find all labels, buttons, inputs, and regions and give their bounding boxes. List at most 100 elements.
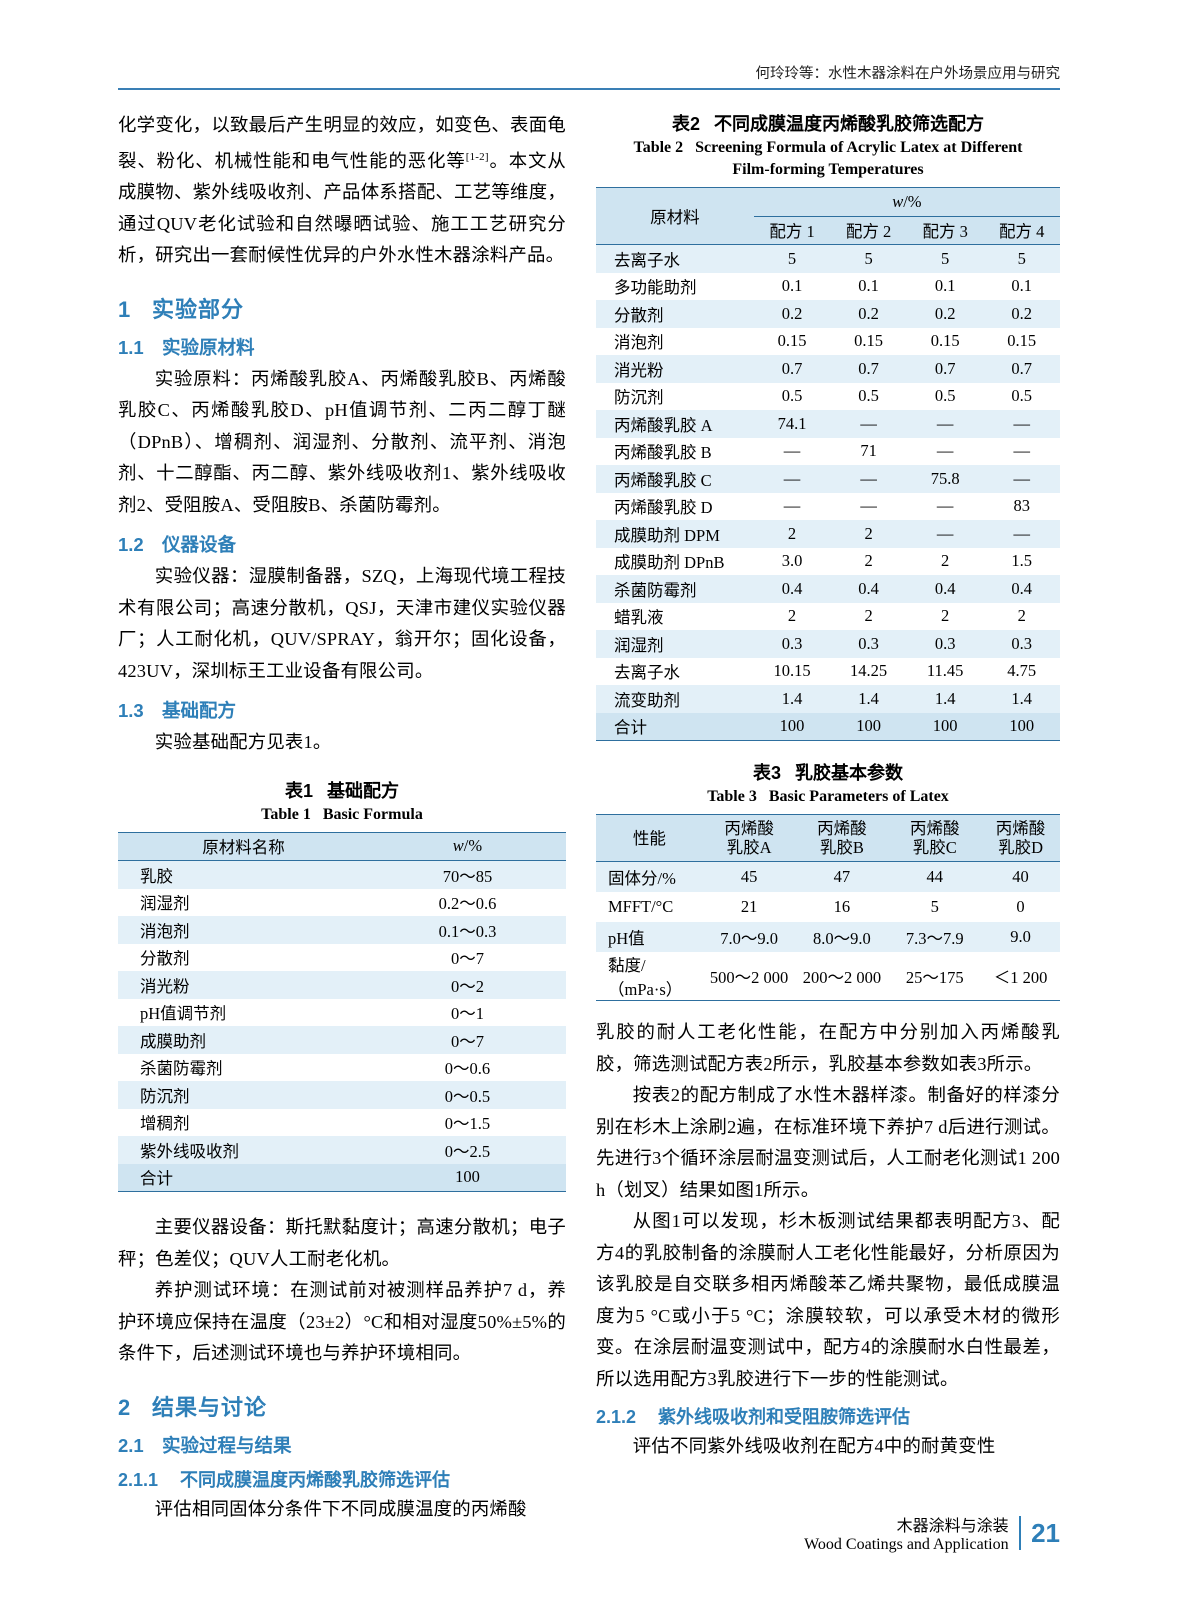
heading-1-3-number: 1.3: [118, 700, 144, 722]
table1-cell-material: 润湿剂: [118, 888, 369, 917]
table1-cell-material: 乳胶: [118, 860, 369, 889]
table2-cell-value: 1.4: [983, 685, 1060, 713]
table-latex-parameters: 性能 丙烯酸 乳胶A 丙烯酸 乳胶B 丙烯酸 乳胶C 丙烯酸 乳胶D 固体分/% 45 47…: [596, 814, 1060, 1001]
table2-cell-value: 0.15: [753, 327, 831, 355]
table2-col-material: 原材料: [596, 187, 754, 245]
heading-1-1-title: 实验原材料: [162, 336, 255, 358]
table2-cell-value: 10.15: [753, 657, 831, 685]
table2-cell-value: 100: [906, 712, 984, 741]
table2-cell-value: —: [906, 437, 984, 465]
table-row: 乳胶 70～85: [118, 860, 566, 889]
table2-cell-value: 0.2: [753, 300, 831, 328]
table2-cell-value: 2: [830, 602, 907, 630]
table2-cell-material: 流变助剂: [596, 685, 754, 713]
table2-cell-value: 0.2: [906, 300, 984, 328]
paragraph-instruments: 实验仪器：湿膜制备器，SZQ，上海现代境工程技术有限公司；高速分散机，QSJ，天…: [118, 566, 566, 681]
table2-cell-value: 0.1: [906, 272, 984, 300]
table2-cell-value: 100: [753, 712, 831, 741]
table2-cell-value: 0.7: [983, 355, 1060, 383]
table2-cell-material: 丙烯酸乳胶 D: [596, 492, 754, 520]
table1-cell-value: 0.1～0.3: [368, 916, 566, 944]
table2-cell-value: 0.4: [983, 575, 1060, 603]
table2-cell-value: 0.7: [753, 355, 831, 383]
table2-cell-value: 11.45: [906, 657, 984, 685]
table2-cell-value: 5: [753, 244, 831, 273]
table2-cell-value: —: [983, 520, 1060, 548]
table-row: 防沉剂 0.5 0.5 0.5 0.5: [596, 382, 1060, 410]
heading-1-3-title: 基础配方: [162, 700, 237, 722]
heading-1-2: 1.2 仪器设备: [118, 531, 566, 557]
table2-cell-value: 100: [830, 712, 907, 741]
table3-cell-value: 25～175: [888, 952, 982, 1001]
table3-cell-value: 500～2 000: [702, 952, 796, 1001]
table2-col-formula-2: 配方 2: [830, 216, 907, 245]
table3-cell-value: 47: [795, 861, 889, 892]
paragraph-curing-env: 养护测试环境：在测试前对被测样品养护7 d，养护环境应保持在温度（23±2）°C…: [118, 1280, 566, 1364]
table2-cell-value: 4.75: [983, 657, 1060, 685]
table-row: 成膜助剂 0～7: [118, 1026, 566, 1054]
table2-cell-value: 0.4: [753, 575, 831, 603]
table2-cell-value: 5: [983, 244, 1060, 273]
table-row: 成膜助剂 DPM 2 2— —: [596, 520, 1060, 548]
table2-cell-value: 2: [753, 520, 831, 548]
table2-cell-material: 消光粉: [596, 355, 754, 383]
table1-cell-material: 分散剂: [118, 943, 369, 972]
table-row: 固体分/% 45 47 44 40: [596, 861, 1060, 892]
heading-2-1-title: 实验过程与结果: [162, 1434, 292, 1456]
paragraph-r4: 评估不同紫外线吸收剂在配方4中的耐黄变性: [632, 1436, 996, 1456]
table3-col-latex-d: 丙烯酸 乳胶D: [981, 814, 1060, 862]
paragraph-basic-formula: 实验基础配方见表1。: [154, 732, 332, 753]
table2-cell-value: 0.15: [906, 327, 984, 355]
table2-group-w: w/%: [753, 187, 1060, 217]
table2-cell-material: 杀菌防霉剂: [596, 575, 754, 603]
table2-cell-value: —: [983, 465, 1060, 493]
table2-cell-value: 0.2: [830, 300, 907, 328]
table-basic-formula: 原材料名称 w/% 乳胶 70～85 润湿剂 0.2～0.6 消泡剂 0.1～0.3 分散剂…: [118, 831, 566, 1193]
paragraph-r2: 按表2的配方制成了水性木器样漆。制备好的样漆分别在杉木上涂刷2遍，在标准环境下养…: [596, 1085, 1060, 1200]
heading-2-1-1-number: 2.1.1: [118, 1469, 159, 1490]
table1-caption-en-no: Table 1: [261, 805, 311, 823]
table1-cell-value: 0.2～0.6: [368, 888, 566, 917]
paragraph-intro: 化学变化，以致最后产生明显的效应，如变色、表面龟裂、粉化、机械性能和电气性能的恶…: [118, 115, 566, 266]
table1-caption-cn: 表1 基础配方: [118, 777, 566, 803]
table1-cell-material: 消泡剂: [118, 916, 369, 944]
table2-cell-material: 多功能助剂: [596, 272, 754, 300]
table2-cell-value: —: [906, 520, 984, 548]
table2-cell-material: 丙烯酸乳胶 C: [596, 465, 754, 493]
table-row: 润湿剂 0.3 0.3 0.3 0.3: [596, 630, 1060, 658]
table2-cell-material: 分散剂: [596, 300, 754, 328]
table3-cell-property: pH值: [596, 922, 703, 952]
table3-cell-value: 7.0～9.0: [702, 922, 796, 952]
table2-cell-value: 74.1: [753, 410, 831, 438]
table2-cell-value: 0.7: [906, 355, 984, 383]
table2-cell-value: 2: [906, 602, 984, 630]
table3-caption-cn-title: 乳胶基本参数: [795, 763, 903, 783]
table2-col-formula-4: 配方 4: [983, 216, 1060, 245]
table2-cell-value: —: [906, 410, 984, 438]
table2-cell-material: 丙烯酸乳胶 A: [596, 410, 754, 438]
table3-cell-value: 7.3～7.9: [888, 922, 982, 952]
table3-cell-value: 40: [981, 861, 1060, 892]
table3-cell-value: 45: [702, 861, 796, 892]
table2-cell-value: 1.4: [753, 685, 831, 713]
heading-1: 1 实验部分: [118, 292, 566, 324]
table2-header-row-1: 原材料 w/%: [596, 187, 1060, 245]
table3-cell-property: 黏度/（mPa·s）: [596, 952, 703, 1001]
table2-cell-value: —: [830, 410, 907, 438]
table2-cell-value: 0.15: [983, 327, 1060, 355]
table2-cell-value: 0.4: [830, 575, 907, 603]
journal-name-cn: 木器涂料与涂装: [896, 1518, 1009, 1535]
table1-cell-material: 增稠剂: [118, 1108, 369, 1137]
heading-1-title: 实验部分: [152, 296, 245, 322]
table2-header-row-2: 配方 1 配方 2 配方 3 配方 4: [596, 216, 1060, 245]
table2-cell-value: 100: [983, 712, 1060, 741]
table2-cell-material: 去离子水: [596, 657, 754, 685]
table2-cell-value: 2: [830, 547, 907, 575]
table2-cell-value: 2: [753, 602, 831, 630]
table-row: 蜡乳液 2 2 2 2: [596, 602, 1060, 630]
table2-cell-value: 1.4: [830, 685, 907, 713]
header-rule: [118, 88, 1060, 90]
page-number: 21: [1031, 1517, 1060, 1548]
table2-caption-en-title-1: Screening Formula of Acrylic Latex at Di…: [695, 139, 1023, 156]
